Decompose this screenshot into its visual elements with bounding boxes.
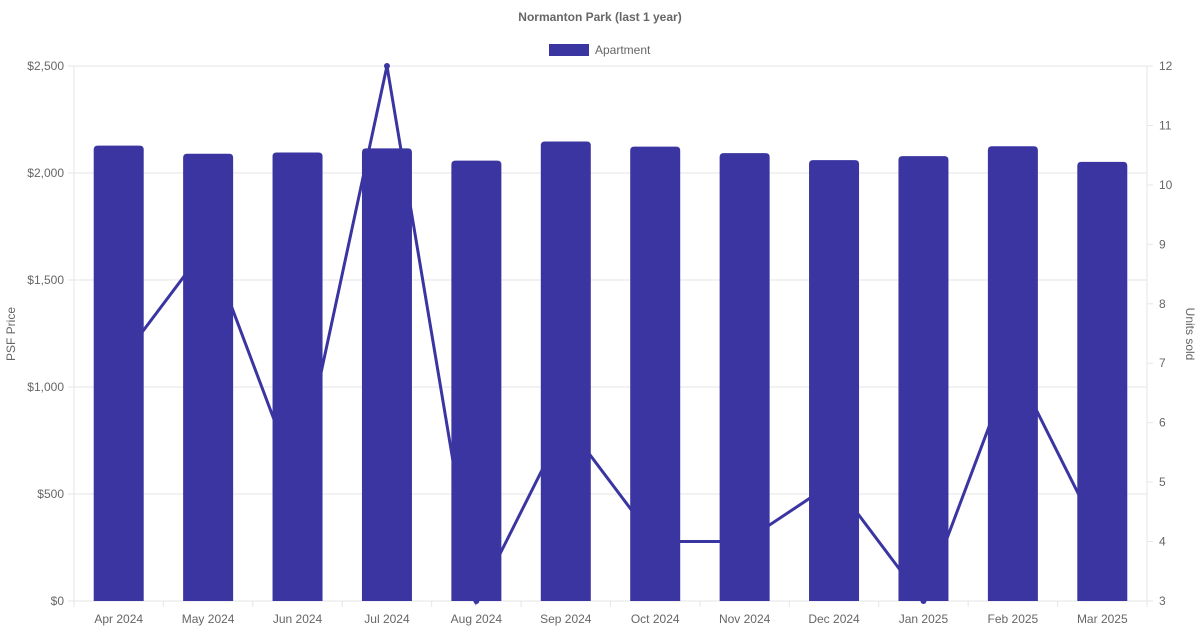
y2-axis-title: Units sold bbox=[1183, 308, 1197, 361]
units-sold-point bbox=[473, 598, 480, 604]
bar-nov-2024 bbox=[719, 153, 770, 601]
x-tick-label: Apr 2024 bbox=[94, 612, 143, 626]
y-tick-label: $2,000 bbox=[27, 166, 64, 180]
legend-label: Apartment bbox=[595, 43, 651, 57]
y-tick-label: $1,500 bbox=[27, 273, 64, 287]
units-sold-point bbox=[294, 479, 301, 486]
bar-jul-2024 bbox=[361, 148, 412, 601]
units-sold-point bbox=[115, 360, 122, 367]
bar-dec-2024 bbox=[809, 160, 860, 601]
x-axis-ticks: Apr 2024 May 2024 Jun 2024 Jul 2024 Aug 2024… bbox=[94, 612, 1128, 626]
bar-aug-2024 bbox=[451, 160, 502, 601]
units-sold-point bbox=[1009, 360, 1016, 367]
bar-feb-2025 bbox=[987, 146, 1038, 601]
y-axis-ticks: $0 $500 $1,000 $1,500 $2,000 $2,500 bbox=[27, 59, 64, 608]
units-sold-point bbox=[562, 419, 569, 426]
y-tick-label: $1,000 bbox=[27, 380, 64, 394]
y2-tick-label: 6 bbox=[1159, 416, 1166, 430]
y2-tick-label: 8 bbox=[1159, 297, 1166, 311]
units-sold-point bbox=[741, 538, 748, 545]
y2-tick-label: 12 bbox=[1159, 59, 1173, 73]
y2-tick-label: 7 bbox=[1159, 356, 1166, 370]
units-sold-point bbox=[1099, 538, 1106, 545]
bar-oct-2024 bbox=[630, 146, 681, 602]
line-series bbox=[115, 63, 1106, 606]
units-sold-line bbox=[117, 65, 1104, 606]
units-sold-point bbox=[652, 538, 659, 545]
y2-axis-ticks: 3 4 5 6 7 8 9 10 11 12 bbox=[1159, 59, 1173, 608]
y-tick-label: $2,500 bbox=[27, 59, 64, 73]
bar-jan-2025 bbox=[898, 156, 949, 601]
y2-tick-label: 4 bbox=[1159, 535, 1166, 549]
chart-title: Normanton Park (last 1 year) bbox=[518, 10, 681, 24]
x-tick-label: Sep 2024 bbox=[540, 612, 592, 626]
bar-mar-2025 bbox=[1077, 161, 1128, 601]
legend[interactable]: Apartment bbox=[549, 43, 651, 57]
bar-may-2024 bbox=[183, 153, 234, 602]
y2-tick-label: 5 bbox=[1159, 475, 1166, 489]
x-tick-label: Mar 2025 bbox=[1077, 612, 1128, 626]
x-tick-label: Jul 2024 bbox=[364, 612, 410, 626]
bar-apr-2024 bbox=[93, 145, 144, 601]
bar-jun-2024 bbox=[272, 152, 323, 601]
x-tick-label: Feb 2025 bbox=[988, 612, 1039, 626]
gridlines bbox=[68, 65, 1153, 607]
units-sold-point bbox=[831, 479, 838, 486]
x-tick-label: May 2024 bbox=[182, 612, 235, 626]
x-tick-label: Jun 2024 bbox=[273, 612, 323, 626]
bar-series bbox=[93, 141, 1128, 602]
y2-tick-label: 11 bbox=[1159, 118, 1172, 132]
y-axis-title: PSF Price bbox=[4, 307, 18, 361]
x-tick-label: Dec 2024 bbox=[808, 612, 860, 626]
y-tick-label: $0 bbox=[51, 594, 65, 608]
bar-sep-2024 bbox=[540, 141, 591, 602]
units-sold-point bbox=[920, 598, 927, 604]
units-sold-point bbox=[205, 241, 212, 248]
x-tick-label: Jan 2025 bbox=[899, 612, 949, 626]
y2-tick-label: 3 bbox=[1159, 594, 1166, 608]
units-sold-point bbox=[383, 63, 390, 69]
y2-tick-label: 9 bbox=[1159, 237, 1166, 251]
x-tick-label: Oct 2024 bbox=[631, 612, 680, 626]
x-tick-label: Aug 2024 bbox=[451, 612, 503, 626]
x-tick-label: Nov 2024 bbox=[719, 612, 771, 626]
legend-swatch bbox=[549, 44, 589, 56]
y2-tick-label: 10 bbox=[1159, 178, 1173, 192]
y-tick-label: $500 bbox=[37, 487, 64, 501]
